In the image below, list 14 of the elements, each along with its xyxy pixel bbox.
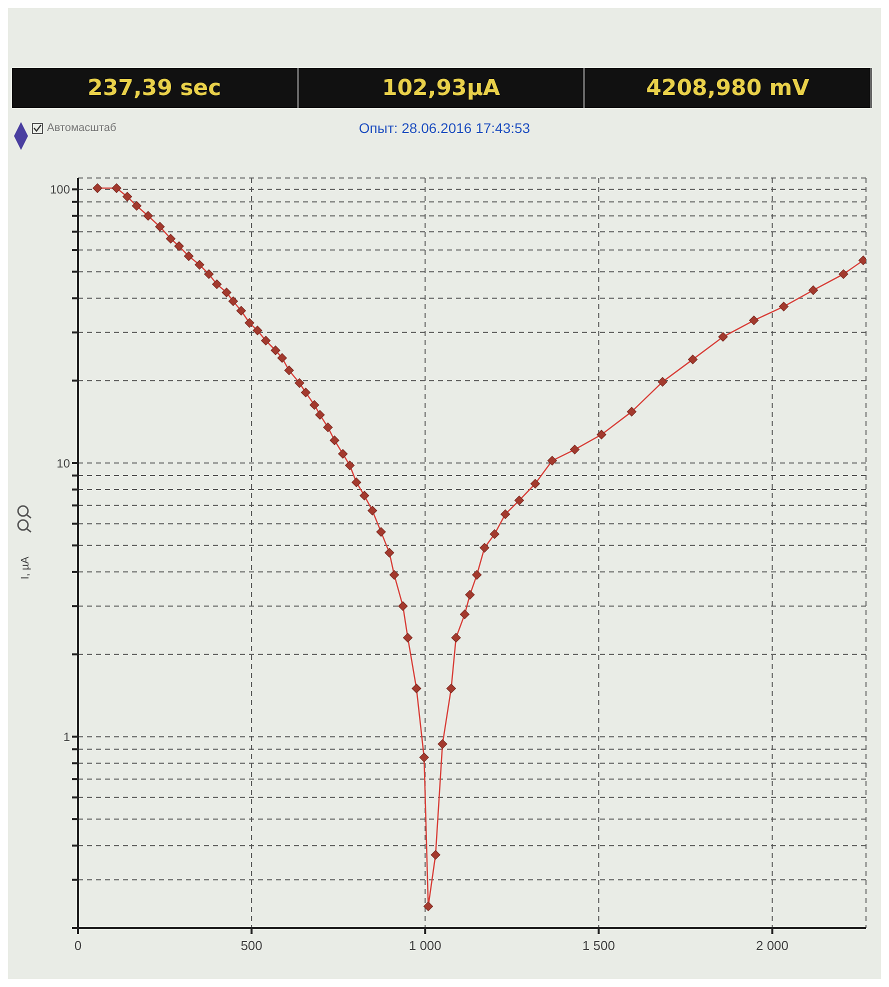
x-tick-label: 0 (74, 938, 82, 953)
text: Автомасштаб (47, 122, 116, 134)
y-tick-label: 10 (56, 456, 70, 470)
y-tick-label: 100 (50, 182, 70, 197)
x-tick-label: 2 000 (756, 938, 789, 953)
text: 102,93µA (298, 68, 586, 108)
x-tick-label: 1 500 (582, 938, 615, 953)
chart-title: Опыт: 28.06.2016 17:43:53 (358, 120, 530, 136)
x-tick-label: 1 000 (408, 938, 442, 953)
text: 4208,980 mV (585, 68, 872, 108)
y-tick-label: 1 (63, 730, 70, 744)
text: 237,39 sec (12, 68, 299, 108)
y-axis-title: I, µA (19, 556, 31, 580)
x-tick-label: 500 (240, 938, 262, 953)
